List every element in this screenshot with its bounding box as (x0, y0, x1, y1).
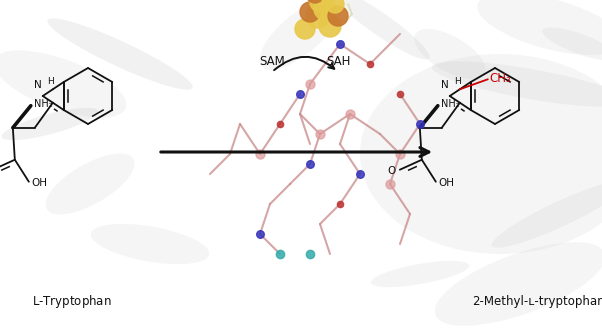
FancyArrowPatch shape (274, 57, 334, 70)
Circle shape (328, 6, 348, 26)
Text: NH₂: NH₂ (441, 99, 459, 109)
Ellipse shape (432, 61, 602, 107)
Text: SAM: SAM (259, 55, 285, 68)
Ellipse shape (46, 154, 134, 214)
Text: OH: OH (439, 178, 455, 188)
Text: H: H (47, 77, 54, 86)
Ellipse shape (2, 108, 98, 140)
Circle shape (318, 0, 338, 2)
Text: N: N (441, 80, 448, 90)
Circle shape (310, 0, 330, 12)
Ellipse shape (259, 0, 340, 69)
Circle shape (300, 2, 320, 22)
Text: SAH: SAH (326, 55, 350, 68)
Ellipse shape (0, 50, 126, 118)
Circle shape (306, 4, 330, 28)
Ellipse shape (360, 54, 602, 254)
Text: $\mathregular{L}$-Tryptophan: $\mathregular{L}$-Tryptophan (32, 294, 112, 311)
Circle shape (295, 19, 315, 39)
Circle shape (314, 0, 336, 20)
Text: H: H (454, 77, 461, 86)
Ellipse shape (414, 29, 486, 79)
Ellipse shape (492, 180, 602, 247)
Circle shape (306, 0, 324, 3)
Ellipse shape (48, 18, 193, 90)
Circle shape (326, 0, 344, 13)
Text: N: N (34, 80, 42, 90)
Ellipse shape (371, 261, 470, 287)
Circle shape (319, 15, 341, 37)
Ellipse shape (477, 0, 602, 55)
Text: 2-Methyl-ʟ-tryptophan: 2-Methyl-ʟ-tryptophan (472, 296, 602, 309)
Ellipse shape (91, 224, 209, 264)
Text: OH: OH (32, 178, 48, 188)
Text: NH₂: NH₂ (34, 99, 52, 109)
Ellipse shape (542, 27, 602, 60)
Text: O: O (388, 166, 396, 176)
Text: CH₃: CH₃ (490, 72, 512, 85)
Ellipse shape (435, 242, 602, 326)
Ellipse shape (330, 0, 430, 59)
